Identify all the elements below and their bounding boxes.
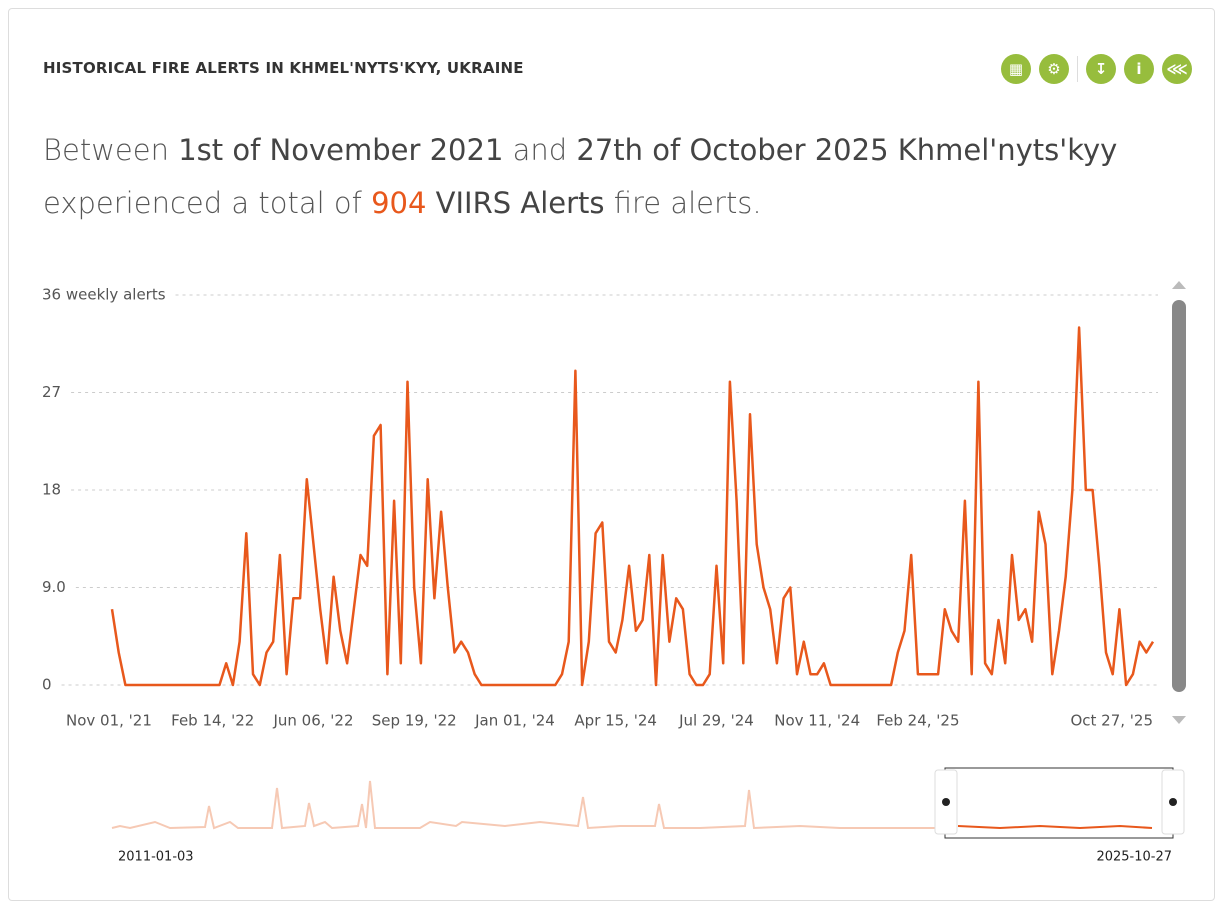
info-button[interactable]: i [1124, 54, 1154, 84]
separator [1077, 56, 1078, 82]
map-button[interactable]: ▦ [1001, 54, 1031, 84]
navigator-start-label: 2011-01-03 [118, 850, 194, 865]
line-series [110, 326, 1155, 687]
navigator-end-label: 2025-10-27 [1096, 850, 1172, 865]
summary-text: Between [43, 133, 169, 167]
toolbar: ▦ ⚙ ↧ i ⋘ [1001, 54, 1192, 84]
x-tick-label: Apr 15, '24 [574, 712, 657, 730]
download-button[interactable]: ↧ [1086, 54, 1116, 84]
scrollbar[interactable] [1172, 300, 1186, 692]
x-tick-label: Feb 14, '22 [171, 712, 254, 730]
x-tick-label: Nov 11, '24 [774, 712, 860, 730]
handle-dot [942, 798, 950, 806]
widget-card: HISTORICAL FIRE ALERTS IN KHMEL'NYTS'KYY… [8, 8, 1215, 901]
summary-start: 1st of November 2021 [178, 133, 504, 167]
navigator-selection-series [957, 824, 1153, 830]
summary-text: and [512, 133, 568, 167]
x-tick-label: Oct 27, '25 [1070, 712, 1153, 730]
summary-dataset: VIIRS Alerts [435, 186, 605, 220]
summary: Between 1st of November 2021 and 27th of… [43, 124, 1183, 230]
y-tick-label: 27 [42, 383, 61, 401]
y-tick-label: 18 [42, 481, 61, 499]
summary-count: 904 [371, 186, 427, 220]
summary-text: fire alerts. [613, 186, 762, 220]
widget-title: HISTORICAL FIRE ALERTS IN KHMEL'NYTS'KYY… [43, 59, 524, 77]
x-tick-label: Jul 29, '24 [678, 712, 754, 730]
summary-end: 27th of October 2025 Khmel'nyts'kyy [576, 133, 1118, 167]
y-tick-label: 9.0 [42, 578, 66, 596]
x-tick-label: Sep 19, '22 [372, 712, 457, 730]
scroll-down[interactable] [1172, 716, 1186, 724]
x-tick-label: Jun 06, '22 [272, 712, 353, 730]
x-tick-label: Feb 24, '25 [876, 712, 959, 730]
share-button[interactable]: ⋘ [1162, 54, 1192, 84]
y-tick-label: 0 [42, 676, 52, 694]
navigator-series [111, 780, 935, 830]
handle-dot [1169, 798, 1177, 806]
settings-button[interactable]: ⚙ [1039, 54, 1069, 84]
summary-text: experienced a total of [43, 186, 362, 220]
y-tick-label: 36 weekly alerts [42, 286, 166, 304]
x-tick-label: Jan 01, '24 [474, 712, 555, 730]
x-tick-label: Nov 01, '21 [66, 712, 152, 730]
scroll-up[interactable] [1172, 281, 1186, 289]
